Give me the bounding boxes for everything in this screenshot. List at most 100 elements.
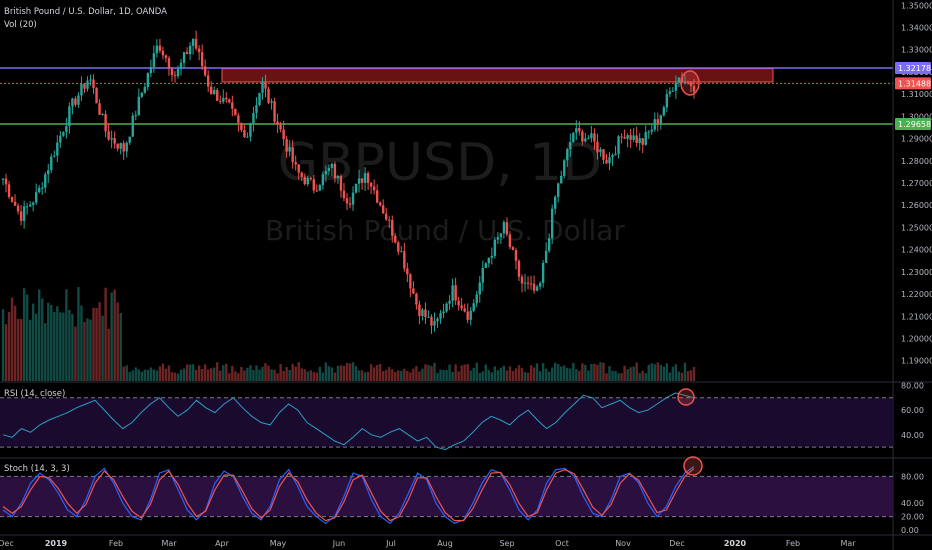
volume-bar bbox=[674, 364, 678, 381]
volume-bar bbox=[306, 371, 309, 381]
volume-bar bbox=[203, 364, 207, 381]
candle-body bbox=[614, 153, 617, 156]
volume-bar bbox=[59, 312, 62, 381]
volume-bar bbox=[629, 367, 632, 381]
volume-bar bbox=[433, 362, 436, 381]
volume-bar bbox=[273, 369, 276, 381]
volume-bar bbox=[391, 369, 394, 381]
candle-body bbox=[493, 239, 497, 256]
candle-body bbox=[270, 101, 273, 103]
volume-bar bbox=[258, 369, 261, 381]
volume-bar bbox=[351, 362, 355, 381]
volume-bars bbox=[1, 286, 696, 381]
volume-bar bbox=[146, 369, 150, 381]
candle-body bbox=[80, 83, 83, 96]
candle-body bbox=[475, 294, 478, 304]
candle-body bbox=[481, 267, 484, 283]
volume-bar bbox=[86, 318, 89, 381]
volume-bar bbox=[267, 365, 270, 381]
candle-body bbox=[303, 176, 306, 185]
candle-body bbox=[68, 106, 71, 127]
price-tick-label: 1.21000 bbox=[901, 312, 932, 321]
volume-bar bbox=[523, 372, 527, 381]
volume-bar bbox=[424, 364, 427, 381]
time-tick-label: Nov bbox=[615, 539, 631, 548]
rsi-panel bbox=[0, 392, 893, 451]
candle-body bbox=[77, 95, 80, 105]
volume-bar bbox=[439, 369, 442, 381]
volume-bar bbox=[318, 366, 322, 381]
stoch-line-d bbox=[2, 467, 695, 522]
volume-bar bbox=[291, 363, 294, 381]
volume-bar bbox=[282, 371, 285, 381]
price-axis[interactable]: 1.350001.340001.330001.320001.310001.300… bbox=[895, 1, 932, 535]
stoch-tick-label: 20.00 bbox=[901, 513, 924, 522]
candle-body bbox=[638, 138, 641, 144]
candle-body bbox=[499, 233, 503, 238]
stoch-indicator-label: Stoch (14, 3, 3) bbox=[4, 464, 70, 474]
candle-body bbox=[83, 83, 86, 89]
candle-body bbox=[243, 130, 246, 137]
candle-body bbox=[463, 308, 466, 312]
volume-bar bbox=[451, 371, 454, 381]
candle-body bbox=[671, 90, 675, 92]
volume-bar bbox=[460, 365, 463, 381]
volume-bar bbox=[493, 366, 497, 381]
candle-body bbox=[584, 138, 587, 142]
candle-body bbox=[89, 79, 92, 81]
candle-body bbox=[158, 45, 162, 51]
candle-body bbox=[98, 103, 101, 115]
time-tick-label: Oct bbox=[555, 539, 569, 548]
candle-body bbox=[348, 203, 352, 205]
candle-body bbox=[56, 142, 59, 156]
volume-bar bbox=[107, 328, 110, 381]
volume-bar bbox=[454, 364, 457, 381]
candle-body bbox=[550, 208, 554, 239]
time-axis[interactable]: Dec 2019 Feb Mar Apr May Jun Jul Aug Sep Oct Nov Dec… bbox=[0, 539, 856, 548]
candle-body bbox=[375, 190, 379, 203]
candle-body bbox=[267, 88, 270, 103]
candle-body bbox=[472, 303, 475, 311]
candle-body bbox=[65, 126, 68, 133]
candle-body bbox=[110, 137, 113, 140]
candle-body bbox=[535, 286, 539, 291]
candle-body bbox=[354, 183, 358, 193]
candle-body bbox=[581, 131, 584, 142]
candle-body bbox=[644, 132, 647, 145]
volume-bar bbox=[529, 365, 533, 381]
volume-bar bbox=[62, 312, 65, 381]
volume-bar bbox=[418, 371, 421, 381]
volume-bar bbox=[56, 306, 59, 381]
volume-bar bbox=[149, 367, 153, 381]
volume-bar bbox=[496, 370, 500, 381]
time-tick-label: Feb bbox=[786, 539, 800, 548]
price-tick-label: 1.35000 bbox=[901, 1, 932, 10]
volume-bar bbox=[324, 362, 328, 381]
volume-bar bbox=[680, 372, 684, 381]
volume-bar bbox=[692, 367, 696, 381]
candle-body bbox=[596, 141, 599, 153]
volume-bar bbox=[366, 371, 370, 381]
volume-bar bbox=[134, 367, 137, 381]
candle-body bbox=[7, 184, 11, 197]
volume-bar bbox=[216, 362, 219, 381]
volume-bar bbox=[219, 370, 222, 381]
candle-body bbox=[282, 129, 285, 140]
candle-body bbox=[659, 115, 663, 124]
candle-body bbox=[635, 135, 638, 144]
volume-bar bbox=[288, 370, 291, 381]
candle-body bbox=[415, 293, 418, 305]
candle-body bbox=[279, 124, 282, 130]
candle-body bbox=[107, 131, 110, 140]
time-tick-label: Mar bbox=[840, 539, 856, 548]
time-tick-label: Sep bbox=[499, 539, 514, 548]
time-tick-label: 2020 bbox=[724, 539, 747, 548]
price-tag-label: 1.32178 bbox=[898, 64, 931, 73]
candle-body bbox=[412, 288, 415, 294]
candle-body bbox=[300, 172, 303, 177]
candle-body bbox=[602, 149, 605, 160]
price-tick-label: 1.24000 bbox=[901, 246, 932, 255]
candle-body bbox=[31, 202, 35, 205]
candle-body bbox=[469, 310, 472, 320]
